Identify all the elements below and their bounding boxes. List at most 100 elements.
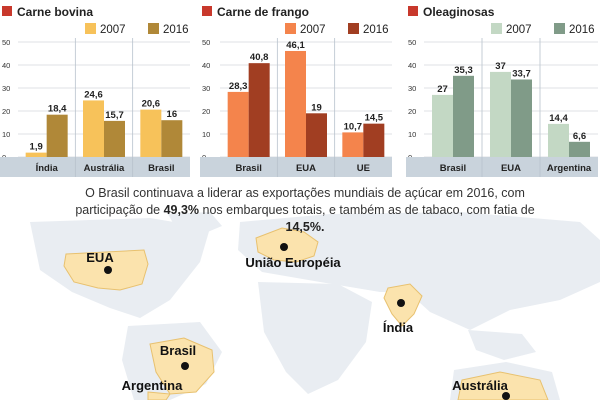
legend-label-2007: 2007 [506,24,532,36]
caption-bold-1: 49,3% [163,203,200,217]
chart-2: Carne de frango200720160102030405028,340… [200,5,392,177]
category-label: Brasil [148,163,174,174]
data-label: 33,7 [512,68,531,79]
bar-Brasil-2016 [248,63,270,157]
legend-swatch-2007 [491,23,502,34]
category-axis-band [0,157,190,177]
bar-charts: Carne bovina20072016010203040501,918,4Ín… [0,5,598,177]
data-label: 16 [167,109,178,120]
argentina-region [147,391,171,400]
australia-dot [502,392,510,400]
legend-swatch-2016 [348,23,359,34]
category-label: EUA [296,163,316,174]
legend-label-2007: 2007 [100,24,126,36]
chart-title-marker [2,6,12,16]
australia-region [457,371,549,400]
data-label: 20,6 [142,99,161,110]
data-label: 37 [495,61,506,72]
data-label: 10,7 [344,121,363,132]
chart-title: Carne bovina [17,5,93,19]
chart-title: Oleaginosas [423,5,495,19]
caption-bold-2: 14,5%. [285,220,325,234]
y-tick-label: 20 [202,107,210,116]
legend-swatch-2016 [148,23,159,34]
legend-label-2007: 2007 [300,24,326,36]
bar-Argentina-2016 [569,141,590,157]
bar-Austrália-2016 [104,120,125,157]
y-tick-label: 40 [202,61,210,70]
y-tick-label: 20 [2,107,10,116]
chart-title: Carne de frango [217,5,309,19]
bar-Brasil-2007 [432,94,453,157]
y-tick-label: 20 [408,107,416,116]
chart-title-marker [202,6,212,16]
caption-text-1: O Brasil continuava a liderar as exporta… [75,186,525,217]
y-tick-label: 30 [202,84,210,93]
bar-UE-2007 [342,132,364,157]
legend-swatch-2007 [85,23,96,34]
data-label: 24,6 [84,89,103,100]
category-label: UE [357,163,370,174]
map-label-eua: EUA [86,250,114,265]
bar-Índia-2007 [25,152,47,157]
eua-dot [104,266,112,274]
y-tick-label: 30 [2,84,10,93]
y-tick-label: 10 [408,130,416,139]
chart-title-marker [408,6,418,16]
southeast-asia-land [468,330,536,360]
chart-3: Oleaginosas20072016010203040502735,3Bras… [406,5,598,177]
bar-EUA-2007 [490,71,511,157]
bar-Brasil-2016 [453,75,474,157]
brasil-dot [181,362,189,370]
data-label: 35,3 [454,65,473,76]
y-tick-label: 50 [2,38,10,47]
y-tick-label: 40 [408,61,416,70]
africa-land [258,282,372,394]
bar-Índia-2016 [46,114,68,157]
caption-text-2: nos embarques totais, e também as de tab… [199,203,535,217]
bar-EUA-2007 [285,50,306,157]
category-label: Índia [36,163,59,174]
data-label: 46,1 [286,40,305,51]
bar-Brasil-2016 [161,120,183,157]
bar-Argentina-2007 [548,123,569,157]
category-axis-band [200,157,392,177]
map-label-brasil: Brasil [160,343,196,358]
data-label: 19 [311,102,322,113]
data-label: 28,3 [229,81,248,92]
category-label: Argentina [547,163,592,174]
data-label: 14,4 [549,113,568,124]
legend-label-2016: 2016 [569,24,595,36]
y-tick-label: 10 [202,130,210,139]
legend-label-2016: 2016 [163,24,189,36]
bar-Brasil-2007 [140,109,162,157]
data-label: 1,9 [30,142,43,153]
ue-dot [280,243,288,251]
category-axis-band [406,157,598,177]
legend-swatch-2007 [285,23,296,34]
bar-Brasil-2007 [227,91,249,157]
legend-label-2016: 2016 [363,24,389,36]
bar-EUA-2016 [306,113,327,157]
caption: O Brasil continuava a liderar as exporta… [70,185,540,236]
data-label: 40,8 [250,52,269,63]
category-label: Austrália [84,163,125,174]
map-label-australia: Austrália [452,378,508,393]
chart-1: Carne bovina20072016010203040501,918,4Ín… [0,5,190,177]
data-label: 6,6 [573,131,586,142]
y-tick-label: 30 [408,84,416,93]
category-label: Brasil [440,163,466,174]
legend-swatch-2016 [554,23,565,34]
india-dot [397,299,405,307]
bar-EUA-2016 [511,79,532,157]
bar-Austrália-2007 [83,100,104,157]
data-label: 27 [437,84,448,95]
data-label: 18,4 [48,104,67,115]
y-tick-label: 50 [408,38,416,47]
world-map: EUA União Européia Índia Brasil Argentin… [30,212,600,400]
bar-UE-2016 [363,123,385,157]
map-label-india: Índia [383,320,414,335]
map-label-ue: União Européia [245,255,341,270]
y-tick-label: 50 [202,38,210,47]
